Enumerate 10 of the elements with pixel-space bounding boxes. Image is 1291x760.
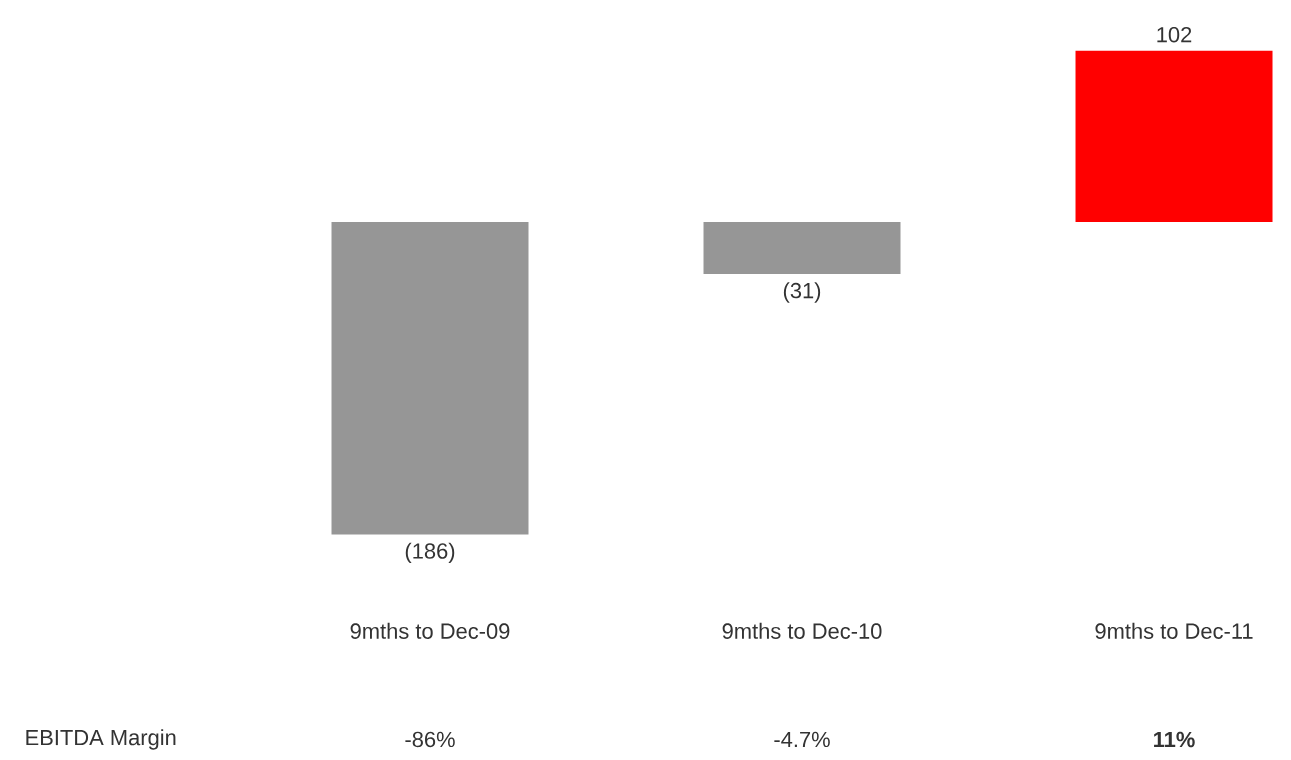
text: -4.7% — [774, 731, 830, 748]
x-tick-label: 9mths to Dec-09 — [350, 622, 510, 639]
x-tick-label: 9mths to Dec-10 — [722, 622, 882, 639]
x-tick-label: 9mths to Dec-11 — [1095, 622, 1253, 639]
text: EBITDA Margin — [26, 729, 176, 750]
text: -86% — [405, 731, 455, 748]
text: 11% — [1154, 731, 1195, 748]
data-label: (31) — [783, 282, 821, 303]
data-label: (186) — [405, 542, 455, 564]
data-label: 102 — [1157, 26, 1192, 43]
